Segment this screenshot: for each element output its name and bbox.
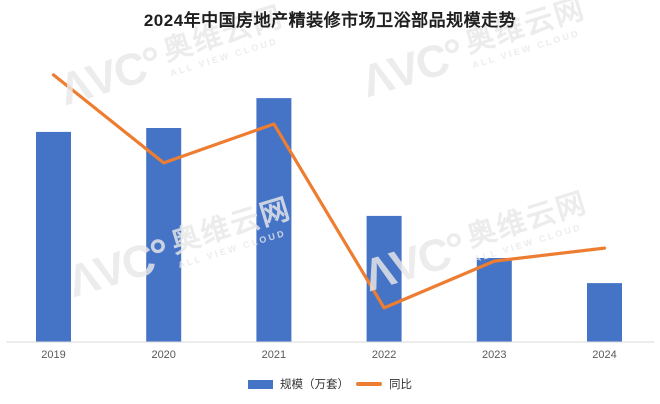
legend-bar-label: 规模（万套）	[280, 379, 349, 391]
chart-title: 2024年中国房地产精装修市场卫浴部品规模走势	[143, 11, 517, 30]
bar-2022	[366, 215, 402, 342]
x-tick-2019: 2019	[41, 349, 66, 361]
bar-2023	[476, 258, 512, 342]
x-tick-2022: 2022	[371, 349, 397, 361]
legend-line-label: 同比	[389, 379, 412, 391]
x-tick-2023: 2023	[482, 349, 507, 361]
legend-line-swatch-icon	[356, 382, 382, 386]
bar-2024	[587, 283, 622, 342]
legend-bar-swatch-icon	[248, 379, 273, 389]
yoy-line	[51, 73, 607, 310]
x-tick-2021: 2021	[261, 349, 287, 361]
x-tick-2024: 2024	[592, 349, 617, 361]
bar-2019	[36, 131, 71, 342]
bar-2021	[256, 98, 292, 342]
x-tick-2020: 2020	[151, 349, 176, 361]
legend: 规模（万套） 同比	[0, 376, 660, 392]
